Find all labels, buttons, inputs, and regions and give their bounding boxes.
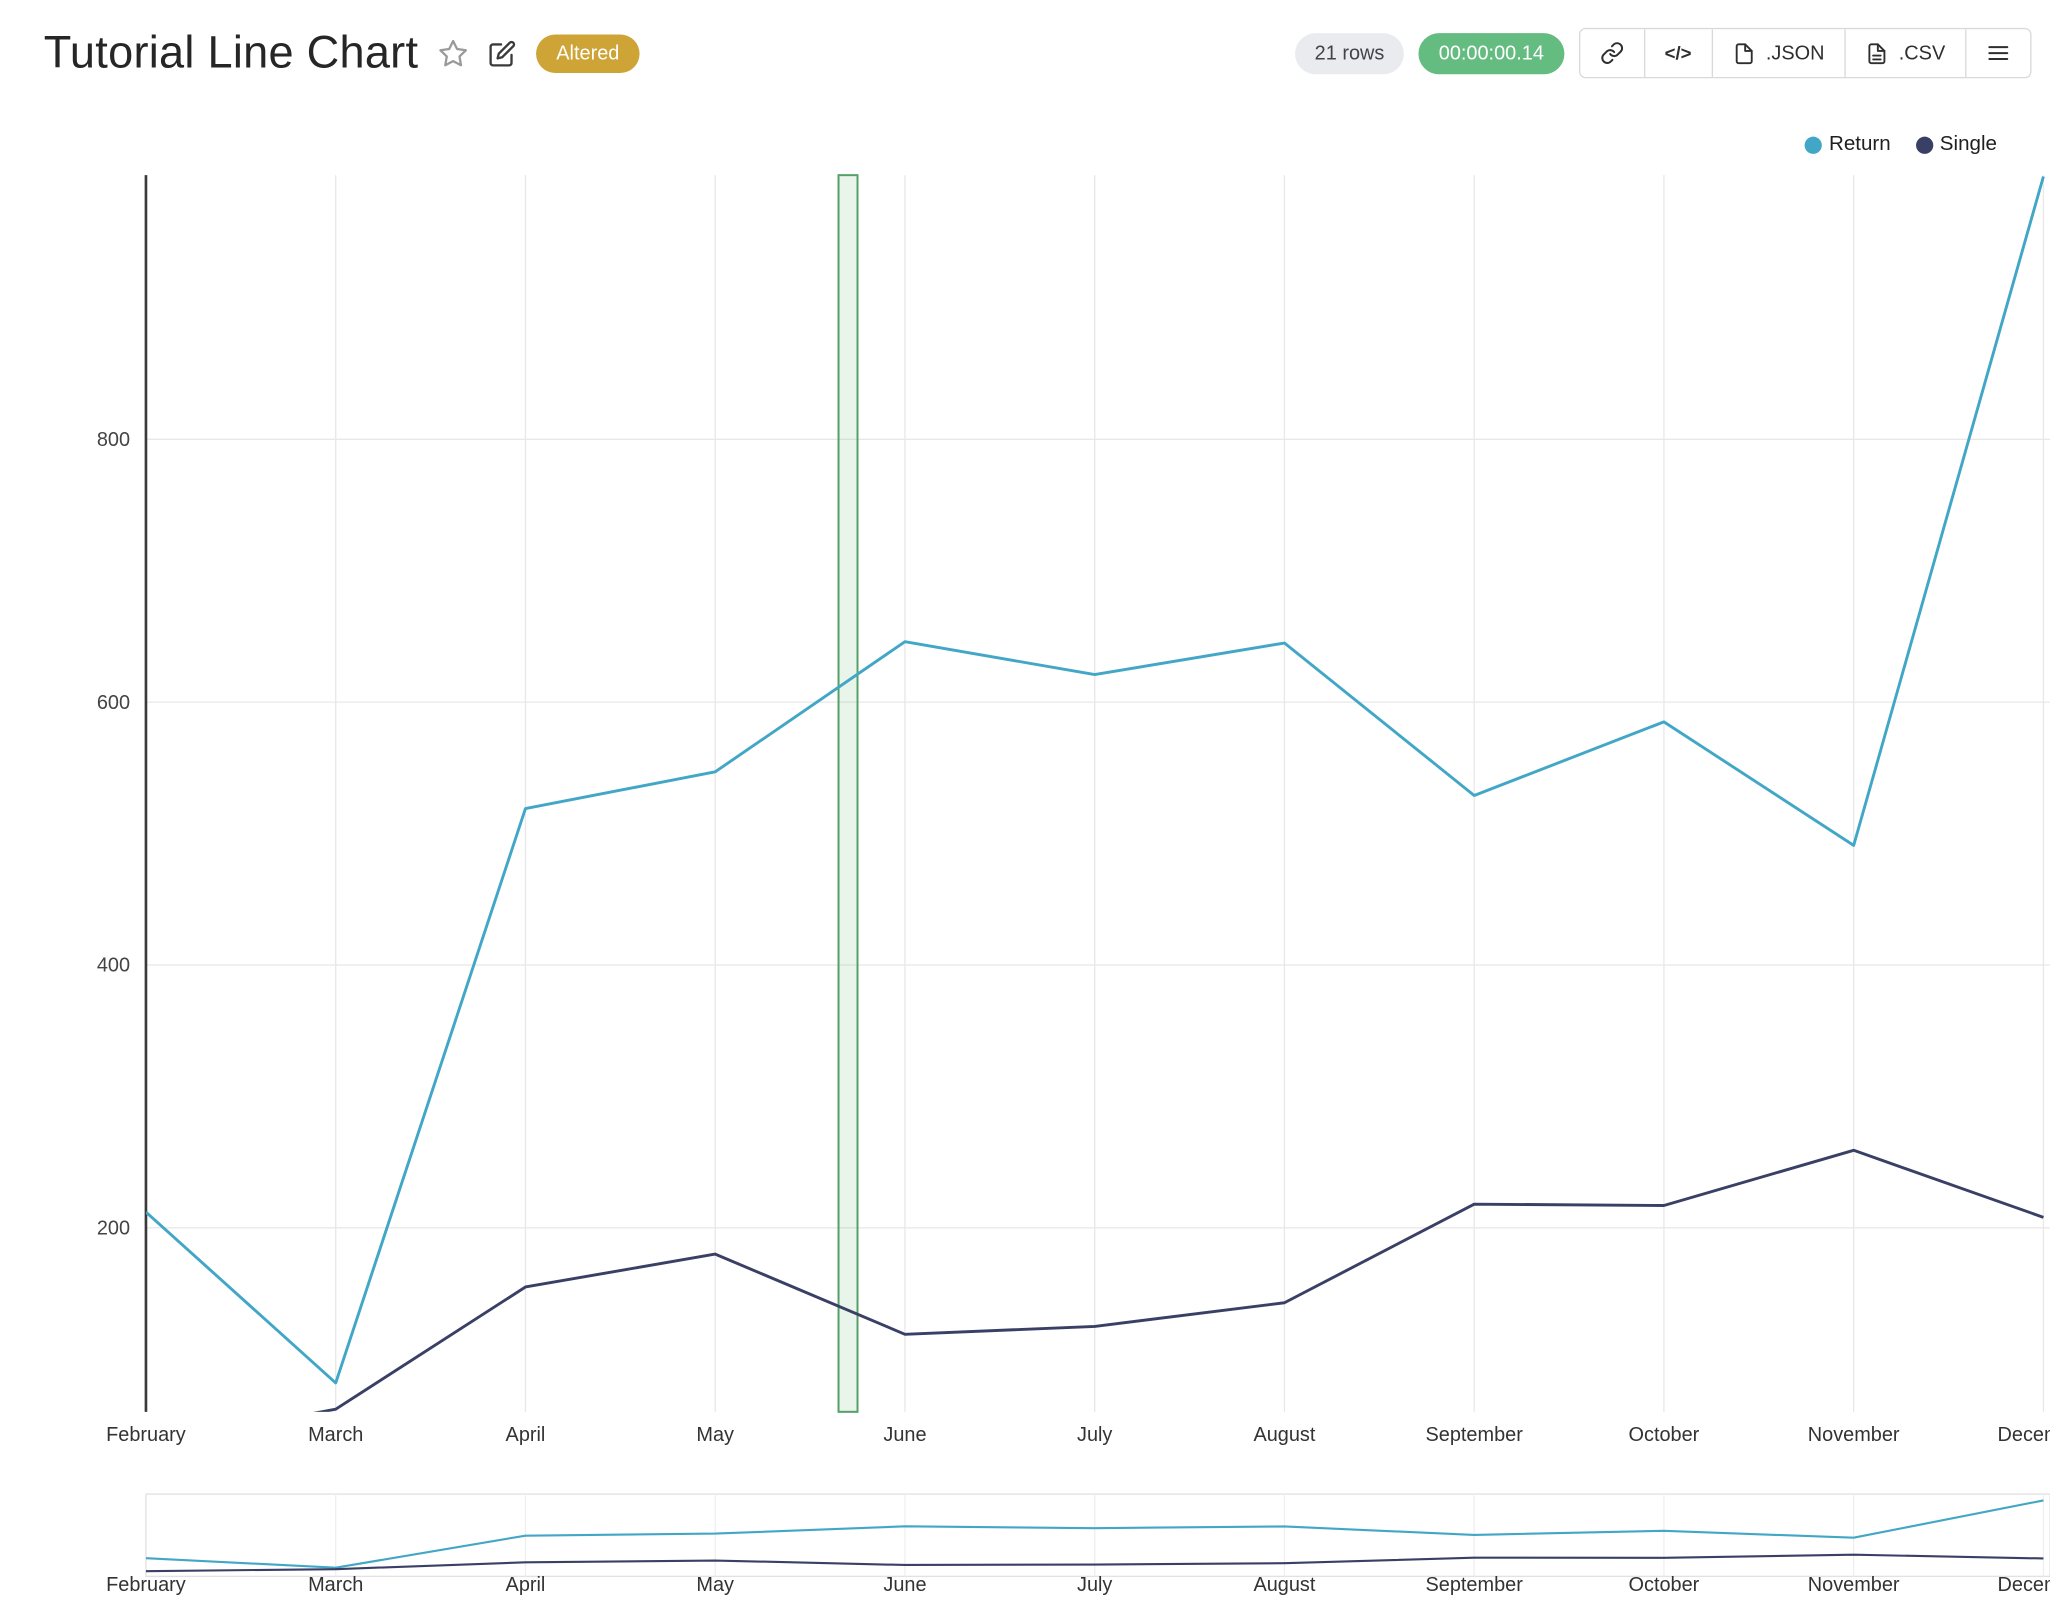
- export-csv-button[interactable]: .CSV: [1844, 29, 1966, 77]
- rangeslider-frame[interactable]: [145, 1493, 2050, 1578]
- y-tick-label: 800: [97, 429, 130, 451]
- chart-legend: Return Single: [1805, 133, 1997, 157]
- rangeslider-tick-label: May: [696, 1574, 734, 1596]
- legend-swatch-return: [1805, 136, 1823, 154]
- x-tick-label: November: [1808, 1424, 1900, 1446]
- y-tick-label: 400: [97, 955, 130, 977]
- rangeslider-tick-label: November: [1808, 1574, 1900, 1596]
- rangeslider-tick-label: March: [308, 1574, 363, 1596]
- y-tick-label: 200: [97, 1217, 130, 1239]
- header-toolbar: 21 rows 00:00:00.14 </> .JSON: [1294, 27, 2032, 79]
- code-icon: </>: [1664, 42, 1692, 64]
- menu-button[interactable]: [1965, 29, 2031, 77]
- link-button[interactable]: [1579, 29, 1644, 77]
- json-file-icon: [1735, 42, 1753, 64]
- star-button[interactable]: [438, 38, 469, 69]
- csv-file-icon: [1868, 42, 1886, 64]
- altered-badge: Altered: [536, 33, 640, 73]
- runtime-badge: 00:00:00.14: [1418, 32, 1564, 74]
- embed-code-button[interactable]: </>: [1643, 29, 1712, 77]
- x-tick-label: July: [1077, 1424, 1112, 1446]
- legend-swatch-single: [1915, 136, 1934, 154]
- legend-item-return[interactable]: Return: [1805, 133, 1891, 157]
- y-tick-label: 600: [97, 692, 130, 714]
- rangeslider-tick-label: April: [506, 1574, 546, 1596]
- x-tick-label: June: [883, 1424, 926, 1446]
- x-tick-label: December: [1998, 1424, 2050, 1446]
- edit-button[interactable]: [489, 39, 517, 67]
- link-icon: [1600, 42, 1623, 64]
- x-tick-label: September: [1426, 1424, 1524, 1446]
- export-csv-label: .CSV: [1898, 41, 1946, 65]
- row-count-badge: 21 rows: [1294, 32, 1405, 74]
- export-json-button[interactable]: .JSON: [1711, 29, 1845, 77]
- series-line-return[interactable]: [145, 176, 2045, 1385]
- rangeslider-tick-label: July: [1077, 1574, 1112, 1596]
- rangeslider-tick-label: October: [1629, 1574, 1700, 1596]
- selection-band[interactable]: [837, 174, 859, 1413]
- x-tick-label: March: [308, 1424, 363, 1446]
- edit-icon: [489, 40, 516, 66]
- rangeslider-line-return: [145, 1499, 2044, 1569]
- series-line-single[interactable]: [146, 1148, 2044, 1444]
- export-json-label: .JSON: [1765, 41, 1825, 65]
- x-tick-label: October: [1629, 1424, 1700, 1446]
- rangeslider-tick-label: June: [883, 1574, 926, 1596]
- rangeslider-line-single: [145, 1553, 2044, 1573]
- title-group: Tutorial Line Chart Altered: [43, 27, 640, 79]
- page-title: Tutorial Line Chart: [43, 27, 419, 78]
- star-icon: [439, 39, 468, 66]
- hamburger-menu-icon: [1988, 46, 2009, 61]
- export-button-group: </> .JSON .CSV: [1578, 27, 2032, 79]
- x-tick-label: April: [506, 1424, 546, 1446]
- legend-label-single: Single: [1939, 132, 1997, 156]
- rangeslider-tick-label: August: [1253, 1574, 1315, 1596]
- header: Tutorial Line Chart Altered 21 rows 00:0…: [44, 21, 2032, 85]
- legend-label-return: Return: [1828, 132, 1891, 156]
- rangeslider-tick-label: February: [106, 1574, 186, 1596]
- x-tick-label: August: [1253, 1424, 1315, 1446]
- legend-item-single[interactable]: Single: [1915, 132, 1997, 157]
- x-tick-label: February: [106, 1424, 186, 1446]
- rangeslider-tick-label: December: [1998, 1574, 2050, 1596]
- x-tick-label: May: [696, 1424, 734, 1446]
- rangeslider-tick-label: September: [1426, 1574, 1524, 1596]
